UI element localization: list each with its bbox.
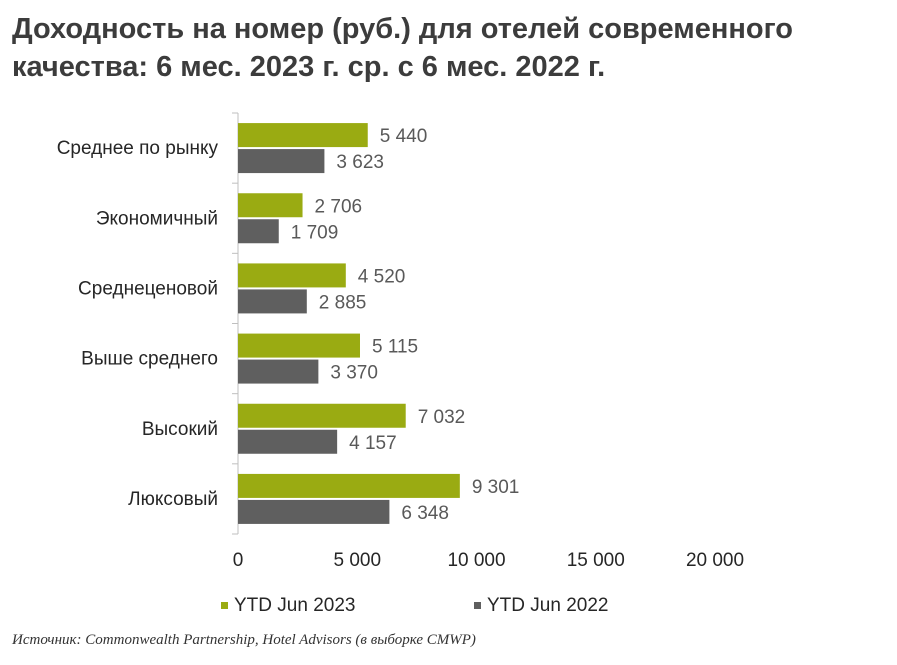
category-label: Высокий — [142, 419, 218, 440]
bar-2023 — [238, 333, 360, 358]
chart-title-line-1: Доходность на номер (руб.) для отелей со… — [12, 13, 793, 45]
legend-label-2022: YTD Jun 2022 — [487, 595, 608, 616]
category-label: Экономичный — [96, 208, 218, 229]
legend-swatch-2022 — [474, 602, 481, 609]
chart-title-line-2: качества: 6 мес. 2023 г. ср. с 6 мес. 20… — [12, 51, 606, 83]
bar-2022 — [238, 429, 338, 454]
bar-2023 — [238, 403, 406, 428]
x-tick-label: 15 000 — [567, 550, 625, 571]
data-label-2022: 3 370 — [330, 363, 378, 384]
x-tick-label: 10 000 — [447, 550, 505, 571]
bar-2023 — [238, 263, 346, 288]
bar-2023 — [238, 193, 303, 218]
bar-2022 — [238, 219, 279, 244]
bar-2022 — [238, 289, 307, 314]
bar-2022 — [238, 499, 390, 524]
data-label-2023: 5 115 — [372, 337, 418, 358]
x-tick-label: 5 000 — [333, 550, 381, 571]
category-label: Среднеценовой — [78, 278, 218, 299]
data-label-2023: 5 440 — [380, 126, 428, 147]
chart-title: Доходность на номер (руб.) для отелей со… — [12, 10, 892, 86]
category-label: Среднее по рынку — [57, 138, 219, 159]
x-tick-label: 20 000 — [686, 550, 744, 571]
source-note: Источник: Commonwealth Partnership, Hote… — [12, 632, 476, 648]
category-label: Выше среднего — [81, 349, 218, 370]
data-label-2023: 9 301 — [472, 477, 520, 498]
bar-2023 — [238, 123, 368, 148]
category-label: Люксовый — [128, 489, 218, 510]
data-label-2023: 4 520 — [358, 266, 406, 287]
data-label-2022: 6 348 — [401, 503, 449, 524]
data-label-2023: 7 032 — [418, 407, 466, 428]
data-label-2022: 3 623 — [336, 152, 384, 173]
data-label-2022: 4 157 — [349, 433, 397, 454]
x-tick-label: 0 — [233, 550, 244, 571]
data-label-2023: 2 706 — [315, 196, 363, 217]
data-label-2022: 2 885 — [319, 292, 367, 313]
bar-2022 — [238, 149, 325, 174]
data-label-2022: 1 709 — [291, 222, 339, 243]
bar-2022 — [238, 359, 319, 384]
bar-2023 — [238, 473, 460, 498]
legend-swatch-2023 — [221, 602, 228, 609]
legend-label-2023: YTD Jun 2023 — [234, 595, 355, 616]
